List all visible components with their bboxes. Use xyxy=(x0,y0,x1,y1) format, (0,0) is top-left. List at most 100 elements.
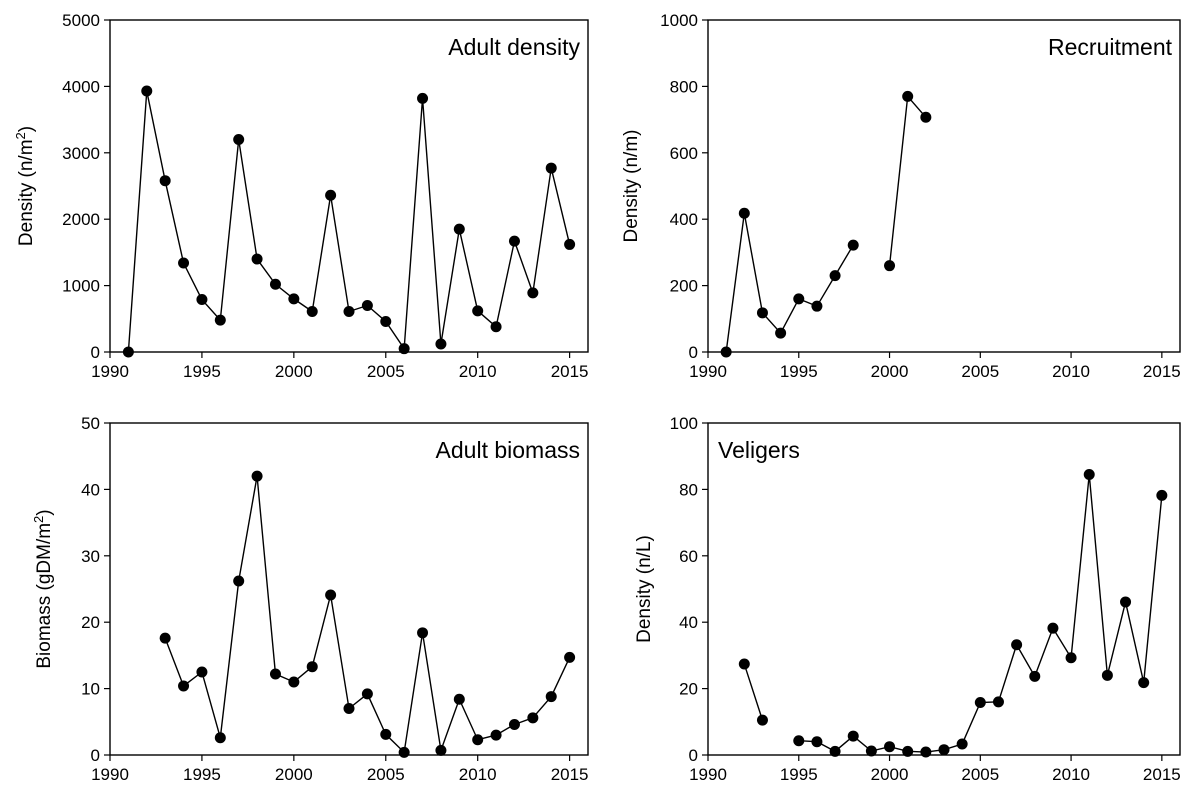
series-line xyxy=(798,474,1163,753)
y-tick-label: 600 xyxy=(670,144,698,163)
data-point xyxy=(847,730,859,742)
y-tick-label: 30 xyxy=(81,547,100,566)
data-point xyxy=(793,735,805,747)
y-axis-label: Density (n/m2) xyxy=(13,126,37,246)
data-point xyxy=(1156,489,1168,501)
panel-title: Recruitment xyxy=(1048,34,1173,60)
series-line xyxy=(164,475,571,754)
x-tick-label: 2015 xyxy=(1143,765,1181,784)
y-tick-label: 1000 xyxy=(660,11,698,30)
x-tick-label: 2005 xyxy=(961,362,999,381)
x-tick-label: 2005 xyxy=(961,765,999,784)
x-tick-label: 2015 xyxy=(1143,362,1181,381)
panel-veligers: 1990 1995 2000 2005 2010 2015 0 20 40 60 80 100 Dens… xyxy=(634,414,1181,784)
y-tick-label: 200 xyxy=(670,277,698,296)
x-tick-label: 2000 xyxy=(871,362,909,381)
data-point xyxy=(992,696,1004,708)
data-point xyxy=(775,327,787,339)
x-tick-label: 2015 xyxy=(551,765,589,784)
data-point xyxy=(306,305,318,317)
y-tick-label: 0 xyxy=(689,343,698,362)
y-axis-label: Density (n/L) xyxy=(634,535,655,643)
data-point xyxy=(398,343,410,355)
data-point xyxy=(233,575,245,587)
data-point xyxy=(938,744,950,756)
y-tick-label: 40 xyxy=(679,613,698,632)
x-tick-label: 2000 xyxy=(275,765,313,784)
x-tick-label: 2005 xyxy=(367,765,405,784)
panel-recruitment: 1990 1995 2000 2005 2010 2015 0 200 400 600 800 100… xyxy=(621,11,1181,381)
data-point xyxy=(196,666,208,678)
y-tick-label: 0 xyxy=(91,343,100,362)
panel-adult-density: 1990 1995 2000 2005 2010 2015 0 1000 2000 3000 400… xyxy=(13,11,589,381)
data-point xyxy=(738,658,750,670)
data-point xyxy=(417,627,429,639)
data-point xyxy=(380,728,392,740)
data-point xyxy=(325,189,337,201)
panel-title: Adult density xyxy=(448,34,580,60)
y-tick-label: 20 xyxy=(81,613,100,632)
x-tick-label: 1995 xyxy=(183,362,221,381)
data-point xyxy=(122,346,134,358)
y-tick-label: 10 xyxy=(81,680,100,699)
data-point xyxy=(508,235,520,247)
data-point xyxy=(527,712,539,724)
y-tick-label: 0 xyxy=(91,746,100,765)
x-tick-label: 2000 xyxy=(275,362,313,381)
data-point xyxy=(453,223,465,235)
panel-adult-biomass: 1990 1995 2000 2005 2010 2015 0 10 20 30 40 50 Bioma… xyxy=(31,414,589,784)
data-point xyxy=(398,746,410,758)
panel-title: Veligers xyxy=(718,437,800,463)
data-point xyxy=(196,294,208,306)
data-point xyxy=(159,632,171,644)
data-point xyxy=(269,668,281,680)
y-tick-label: 1000 xyxy=(62,277,100,296)
data-point xyxy=(829,270,841,282)
data-point xyxy=(738,207,750,219)
data-point xyxy=(1011,639,1023,651)
data-point xyxy=(974,697,986,709)
x-tick-label: 2015 xyxy=(551,362,589,381)
y-tick-label: 0 xyxy=(689,746,698,765)
series-line xyxy=(725,213,854,353)
data-point xyxy=(380,315,392,327)
data-point xyxy=(288,676,300,688)
data-point xyxy=(902,745,914,757)
data-point xyxy=(214,732,226,744)
data-point xyxy=(847,239,859,251)
data-point xyxy=(564,651,576,663)
x-tick-label: 1990 xyxy=(91,362,129,381)
data-point xyxy=(1047,622,1059,634)
data-point xyxy=(269,278,281,290)
data-point xyxy=(288,293,300,305)
data-point xyxy=(251,253,263,265)
y-tick-label: 20 xyxy=(679,680,698,699)
data-point xyxy=(361,688,373,700)
data-point xyxy=(564,238,576,250)
data-point xyxy=(306,661,318,673)
x-tick-label: 1990 xyxy=(91,765,129,784)
x-tick-label: 1995 xyxy=(183,765,221,784)
x-tick-label: 2010 xyxy=(1052,362,1090,381)
panel-title: Adult biomass xyxy=(436,437,580,463)
data-point xyxy=(325,589,337,601)
y-tick-label: 40 xyxy=(81,480,100,499)
y-tick-label: 100 xyxy=(670,414,698,433)
x-tick-label: 2010 xyxy=(459,765,497,784)
data-point xyxy=(435,338,447,350)
data-point xyxy=(545,691,557,703)
data-point xyxy=(902,90,914,102)
data-point xyxy=(1029,670,1041,682)
data-point xyxy=(214,314,226,326)
y-tick-label: 3000 xyxy=(62,144,100,163)
series-line xyxy=(888,94,927,266)
data-point xyxy=(527,287,539,299)
data-point xyxy=(159,175,171,187)
data-point xyxy=(472,734,484,746)
data-point xyxy=(453,693,465,705)
y-tick-label: 400 xyxy=(670,210,698,229)
y-tick-label: 80 xyxy=(679,480,698,499)
x-tick-label: 1990 xyxy=(689,765,727,784)
data-point xyxy=(865,745,877,757)
data-point xyxy=(417,92,429,104)
